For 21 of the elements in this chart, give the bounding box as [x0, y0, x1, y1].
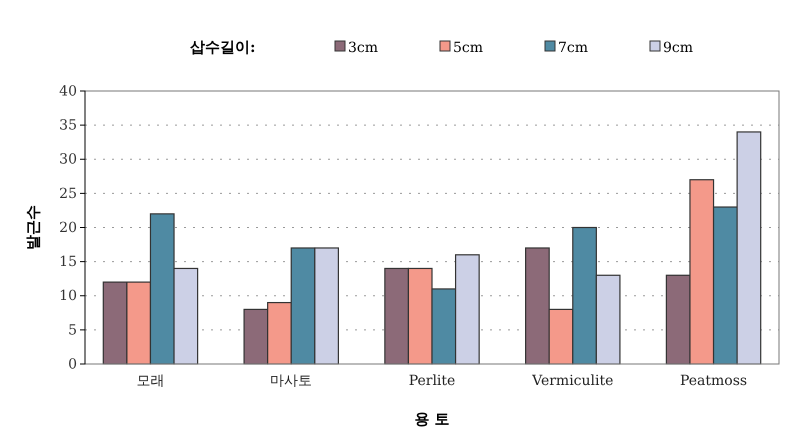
y-tick-label: 20 — [59, 220, 77, 236]
x-tick-label: 모래 — [136, 373, 164, 390]
legend-label: 7cm — [558, 40, 588, 56]
y-tick-label: 15 — [59, 254, 77, 270]
x-tick-label: Vermiculite — [531, 373, 614, 390]
legend-title: 삽수길이: — [190, 38, 256, 56]
y-tick-label: 10 — [59, 288, 77, 304]
y-tick-label: 5 — [68, 322, 77, 338]
x-tick-label: 마사토 — [270, 373, 312, 390]
y-tick-label: 35 — [59, 118, 77, 134]
y-tick-label: 30 — [59, 152, 77, 168]
x-axis-title: 용 토 — [414, 410, 450, 428]
x-tick-label: Perlite — [408, 373, 456, 390]
y-axis-title: 발근수 — [24, 205, 42, 250]
y-tick-label: 40 — [59, 83, 77, 100]
legend-label: 5cm — [453, 40, 484, 56]
x-tick-label: Peatmoss — [680, 373, 748, 390]
y-tick-label: 25 — [59, 186, 77, 202]
legend-label: 3cm — [348, 40, 378, 56]
y-tick-label: 0 — [68, 356, 77, 372]
legend-label: 9cm — [663, 40, 694, 56]
